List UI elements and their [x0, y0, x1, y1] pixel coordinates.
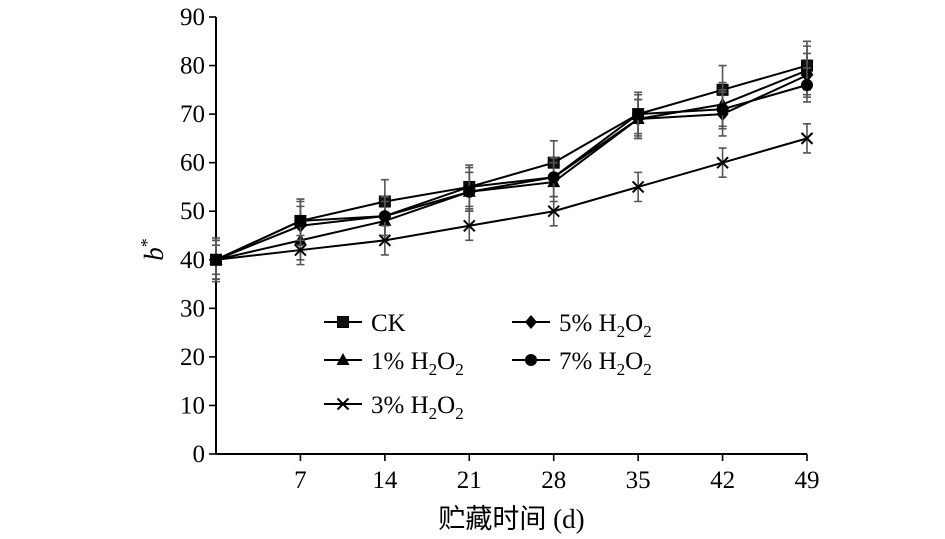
- data-point: [631, 180, 645, 194]
- legend-item: 1% H2O2: [324, 348, 464, 379]
- legend-label-part: 2: [617, 360, 626, 379]
- series-layer: [209, 40, 814, 283]
- y-ticks: 0 10 20 30 40 50 60 70 80 90: [180, 4, 216, 468]
- y-tick-label: 40: [180, 247, 205, 274]
- legend-label-part: O: [437, 392, 455, 419]
- data-point: [801, 78, 813, 91]
- legend-label-part: 2: [617, 322, 626, 341]
- data-point: [547, 171, 560, 184]
- x-tick-label: 14: [372, 467, 398, 494]
- legend-marker: [525, 354, 537, 366]
- series-line: [215, 84, 808, 261]
- data-point: [632, 108, 645, 121]
- legend-marker: [336, 353, 350, 365]
- legend-item: 5% H2O2: [512, 310, 652, 341]
- y-tick-label: 90: [180, 4, 205, 31]
- legend-marker: [336, 397, 350, 411]
- x-tick-label: 7: [294, 467, 307, 494]
- legend-label-part: 5% H: [559, 310, 617, 337]
- y-tick-label: 70: [180, 101, 205, 128]
- legend-label-part: O: [437, 348, 455, 375]
- y-tick-label: 80: [180, 53, 205, 80]
- series-line: [215, 64, 808, 261]
- legend-label-part: 7% H: [559, 348, 617, 375]
- series-line: [215, 137, 808, 261]
- legend-label-part: 1% H: [371, 348, 429, 375]
- legend-label-part: 2: [643, 322, 652, 341]
- data-point: [716, 156, 729, 169]
- data-point: [294, 214, 307, 227]
- legend-label: 5% H2O2: [559, 310, 652, 341]
- y-tick-label: 50: [180, 198, 205, 225]
- y-tick-label: 0: [193, 441, 206, 468]
- x-axis-title: 贮藏时间 (d): [438, 504, 584, 534]
- legend-item: 3% H2O2: [324, 392, 464, 423]
- data-point: [210, 253, 222, 266]
- legend-label-part: O: [625, 348, 643, 375]
- legend-marker: [337, 316, 349, 328]
- data-point: [463, 185, 476, 198]
- legend-label-part: 3% H: [371, 392, 429, 419]
- data-point: [378, 234, 392, 247]
- x-ticks: 7 14 21 28 35 42 49: [294, 454, 820, 494]
- x-tick-label: 21: [457, 467, 482, 494]
- y-tick-label: 60: [180, 150, 205, 177]
- y-tick-label: 30: [180, 295, 205, 322]
- y-axis-title-sup: *: [137, 238, 157, 247]
- data-point: [463, 219, 476, 232]
- series-line: [215, 74, 808, 261]
- legend-label-part: 2: [643, 360, 652, 379]
- y-axis-title-base: b: [139, 247, 169, 261]
- data-point: [294, 243, 307, 257]
- legend-label-part: 2: [455, 360, 464, 379]
- data-point: [716, 103, 729, 116]
- legend-item: 7% H2O2: [512, 348, 652, 379]
- x-tick-label: 28: [541, 467, 566, 494]
- series-line: [215, 69, 808, 261]
- legend-label: 3% H2O2: [371, 392, 464, 423]
- legend-label: 1% H2O2: [371, 348, 464, 379]
- legend-label-part: CK: [371, 310, 406, 337]
- y-axis-title: b*: [137, 238, 169, 261]
- legend-label-part: 2: [455, 404, 464, 423]
- data-point: [378, 210, 391, 223]
- plot-area: 0 10 20 30 40 50 60 70 80 90 7 14 21 28 35 42 49: [180, 4, 820, 494]
- legend-label: 7% H2O2: [559, 348, 652, 379]
- legend-label: CK: [371, 310, 406, 337]
- x-tick-label: 49: [795, 467, 820, 494]
- series-4: [210, 67, 813, 280]
- legend-label-part: 2: [429, 360, 438, 379]
- x-tick-label: 35: [626, 467, 651, 494]
- legend-marker: [525, 315, 537, 329]
- legend-item: CK: [324, 310, 406, 337]
- x-tick-label: 42: [710, 467, 735, 494]
- data-point: [547, 205, 560, 218]
- legend-label-part: O: [625, 310, 643, 337]
- y-tick-label: 10: [180, 392, 205, 419]
- data-point: [800, 132, 814, 145]
- legend-label-part: 2: [429, 404, 438, 423]
- y-tick-label: 20: [180, 344, 205, 371]
